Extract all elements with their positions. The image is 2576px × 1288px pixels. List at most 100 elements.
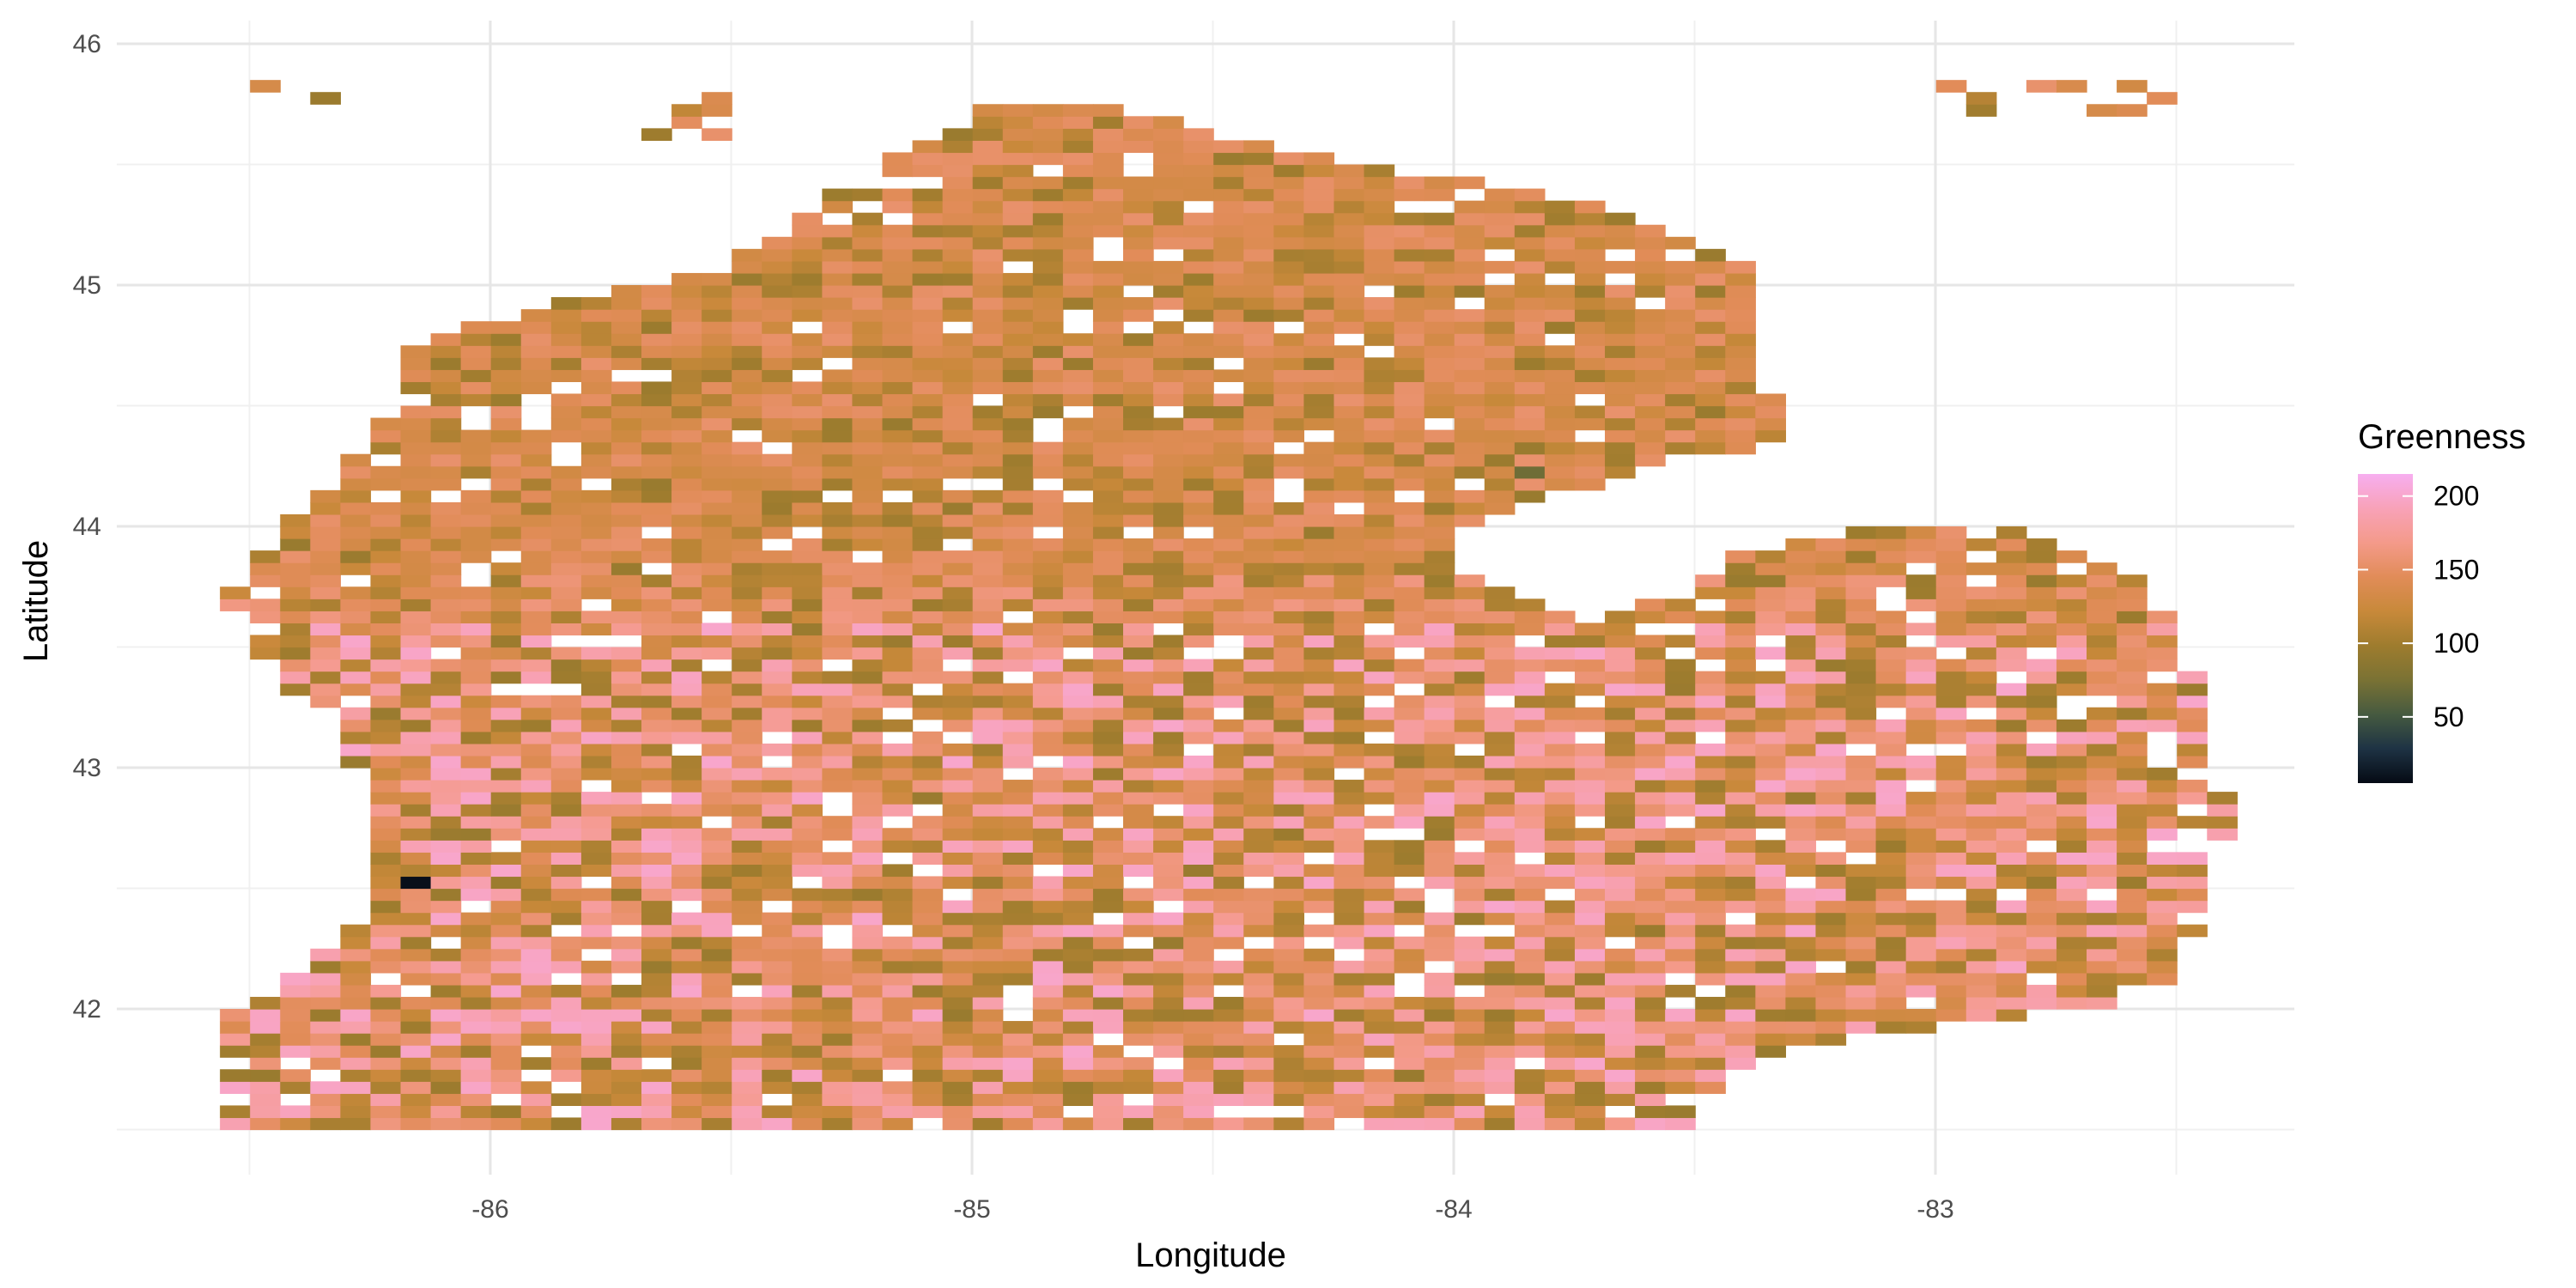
heatmap-cell (1123, 176, 1154, 190)
heatmap-cell (1394, 297, 1425, 310)
heatmap-cell (550, 828, 582, 841)
heatmap-cell (1092, 562, 1124, 575)
heatmap-cell (400, 852, 432, 865)
heatmap-cell (220, 1069, 251, 1082)
heatmap-cell (972, 695, 1004, 708)
heatmap-cell (732, 888, 762, 902)
heatmap-cell (460, 429, 492, 443)
heatmap-cell (1364, 840, 1395, 853)
heatmap-cell (1032, 441, 1064, 455)
heatmap-cell (1062, 152, 1094, 166)
heatmap-cell (792, 707, 823, 720)
heatmap-cell (1334, 212, 1365, 226)
heatmap-cell (430, 683, 462, 696)
heatmap-cell (1935, 948, 1967, 962)
heatmap-cell (1875, 972, 1907, 986)
heatmap-cell (520, 780, 552, 793)
heatmap-cell (702, 1081, 732, 1094)
heatmap-cell (1875, 550, 1907, 563)
heatmap-cell (1273, 936, 1304, 950)
heatmap-cell (762, 429, 793, 443)
heatmap-cell (912, 357, 944, 370)
heatmap-cell (2087, 840, 2117, 853)
heatmap-cell (942, 1045, 974, 1058)
heatmap-cell (1935, 683, 1967, 696)
heatmap-cell (1213, 562, 1244, 575)
heatmap-cell (792, 743, 823, 756)
heatmap-cell (852, 477, 884, 491)
heatmap-cell (1665, 405, 1696, 419)
heatmap-cell (732, 321, 762, 334)
heatmap-cell (1273, 960, 1304, 974)
heatmap-cell (822, 393, 854, 407)
heatmap-cell (2026, 611, 2057, 623)
heatmap-cell (1243, 212, 1274, 226)
heatmap-cell (1153, 816, 1184, 829)
heatmap-cell (882, 465, 914, 479)
heatmap-cell (1725, 707, 1756, 720)
heatmap-cell (490, 477, 522, 491)
heatmap-cell (1424, 816, 1455, 829)
heatmap-cell (852, 1009, 884, 1022)
heatmap-cell (1875, 924, 1907, 938)
heatmap-cell (460, 924, 492, 938)
heatmap-cell (1394, 224, 1425, 238)
heatmap-cell (1153, 200, 1184, 214)
heatmap-cell (1454, 586, 1485, 599)
heatmap-cell (972, 285, 1004, 298)
heatmap-cell (1424, 598, 1455, 611)
heatmap-cell (1875, 562, 1907, 575)
heatmap-cell (1334, 285, 1365, 298)
heatmap-cell (1183, 1057, 1214, 1070)
heatmap-cell (822, 200, 854, 214)
heatmap-cell (1394, 1057, 1425, 1070)
heatmap-cell (882, 200, 914, 214)
heatmap-cell (370, 429, 402, 443)
heatmap-cell (250, 635, 281, 648)
heatmap-cell (400, 900, 432, 914)
heatmap-cell (1002, 1093, 1034, 1106)
heatmap-cell (1845, 816, 1877, 829)
heatmap-cell (1183, 453, 1214, 467)
heatmap-cell (2026, 707, 2057, 720)
heatmap-cell (1935, 960, 1967, 974)
heatmap-cell (1965, 695, 1997, 708)
heatmap-cell (1635, 912, 1666, 926)
heatmap-cell (460, 357, 492, 370)
heatmap-cell (400, 972, 432, 986)
heatmap-cell (1695, 960, 1726, 974)
heatmap-cell (1213, 236, 1244, 250)
heatmap-cell (762, 1105, 793, 1119)
heatmap-cell (1123, 671, 1154, 684)
heatmap-cell (550, 876, 582, 890)
heatmap-cell (1785, 972, 1817, 986)
heatmap-cell (1996, 1009, 2027, 1022)
heatmap-cell (1273, 695, 1304, 708)
heatmap-cell (370, 996, 402, 1010)
heatmap-cell (1123, 297, 1154, 310)
heatmap-cell (1334, 828, 1365, 841)
heatmap-cell (2207, 804, 2238, 817)
heatmap-cell (1785, 683, 1817, 696)
heatmap-cell (1965, 900, 1997, 914)
heatmap-cell (702, 453, 732, 467)
heatmap-cell (1183, 1117, 1214, 1131)
heatmap-cell (1213, 1033, 1244, 1046)
heatmap-cell (1032, 623, 1064, 636)
heatmap-cell (1002, 864, 1034, 878)
heatmap-cell (1334, 972, 1365, 986)
heatmap-cell (1364, 888, 1395, 902)
heatmap-cell (1905, 900, 1937, 914)
heatmap-cell (972, 1057, 1004, 1070)
heatmap-cell (580, 719, 612, 732)
heatmap-cell (1574, 333, 1606, 346)
heatmap-cell (702, 513, 732, 527)
heatmap-cell (1243, 369, 1274, 382)
heatmap-cell (852, 272, 884, 286)
heatmap-cell (912, 695, 944, 708)
heatmap-cell (2117, 828, 2148, 841)
heatmap-cell (942, 804, 974, 817)
heatmap-cell (1544, 212, 1576, 226)
heatmap-cell (1364, 876, 1395, 890)
heatmap-cell (972, 297, 1004, 310)
